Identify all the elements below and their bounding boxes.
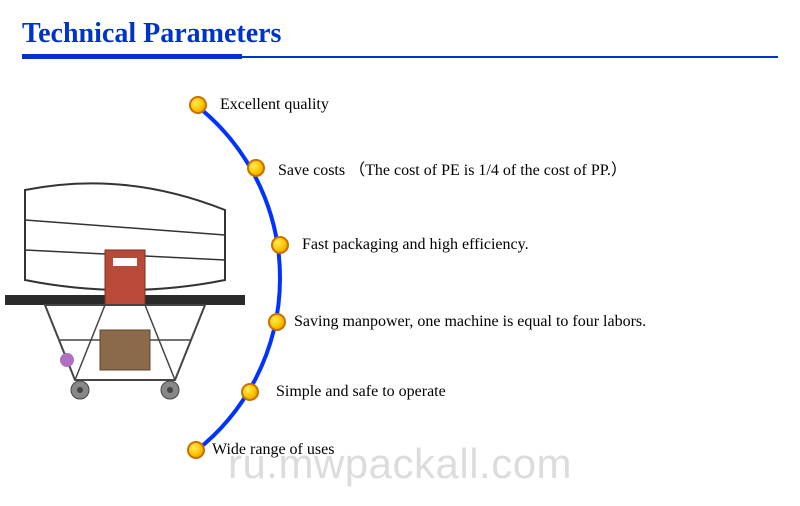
bullet-icon: [268, 313, 286, 331]
feature-label: Wide range of uses: [212, 441, 334, 459]
machine-illustration: [5, 180, 245, 410]
feature-label: Excellent quality: [220, 96, 329, 114]
feature-label: Saving manpower, one machine is equal to…: [294, 313, 646, 331]
title-underline: [22, 56, 778, 58]
diagram-area: Excellent quality Save costs （The cost o…: [0, 70, 800, 506]
bullet-icon: [189, 96, 207, 114]
page-title: Technical Parameters: [0, 0, 800, 56]
bullet-icon: [247, 159, 265, 177]
feature-label: Save costs （The cost of PE is 1/4 of the…: [278, 156, 627, 180]
bullet-icon: [241, 383, 259, 401]
feature-label: Fast packaging and high efficiency.: [302, 236, 529, 254]
bullet-icon: [187, 441, 205, 459]
bullet-icon: [271, 236, 289, 254]
feature-label: Simple and safe to operate: [276, 383, 446, 401]
